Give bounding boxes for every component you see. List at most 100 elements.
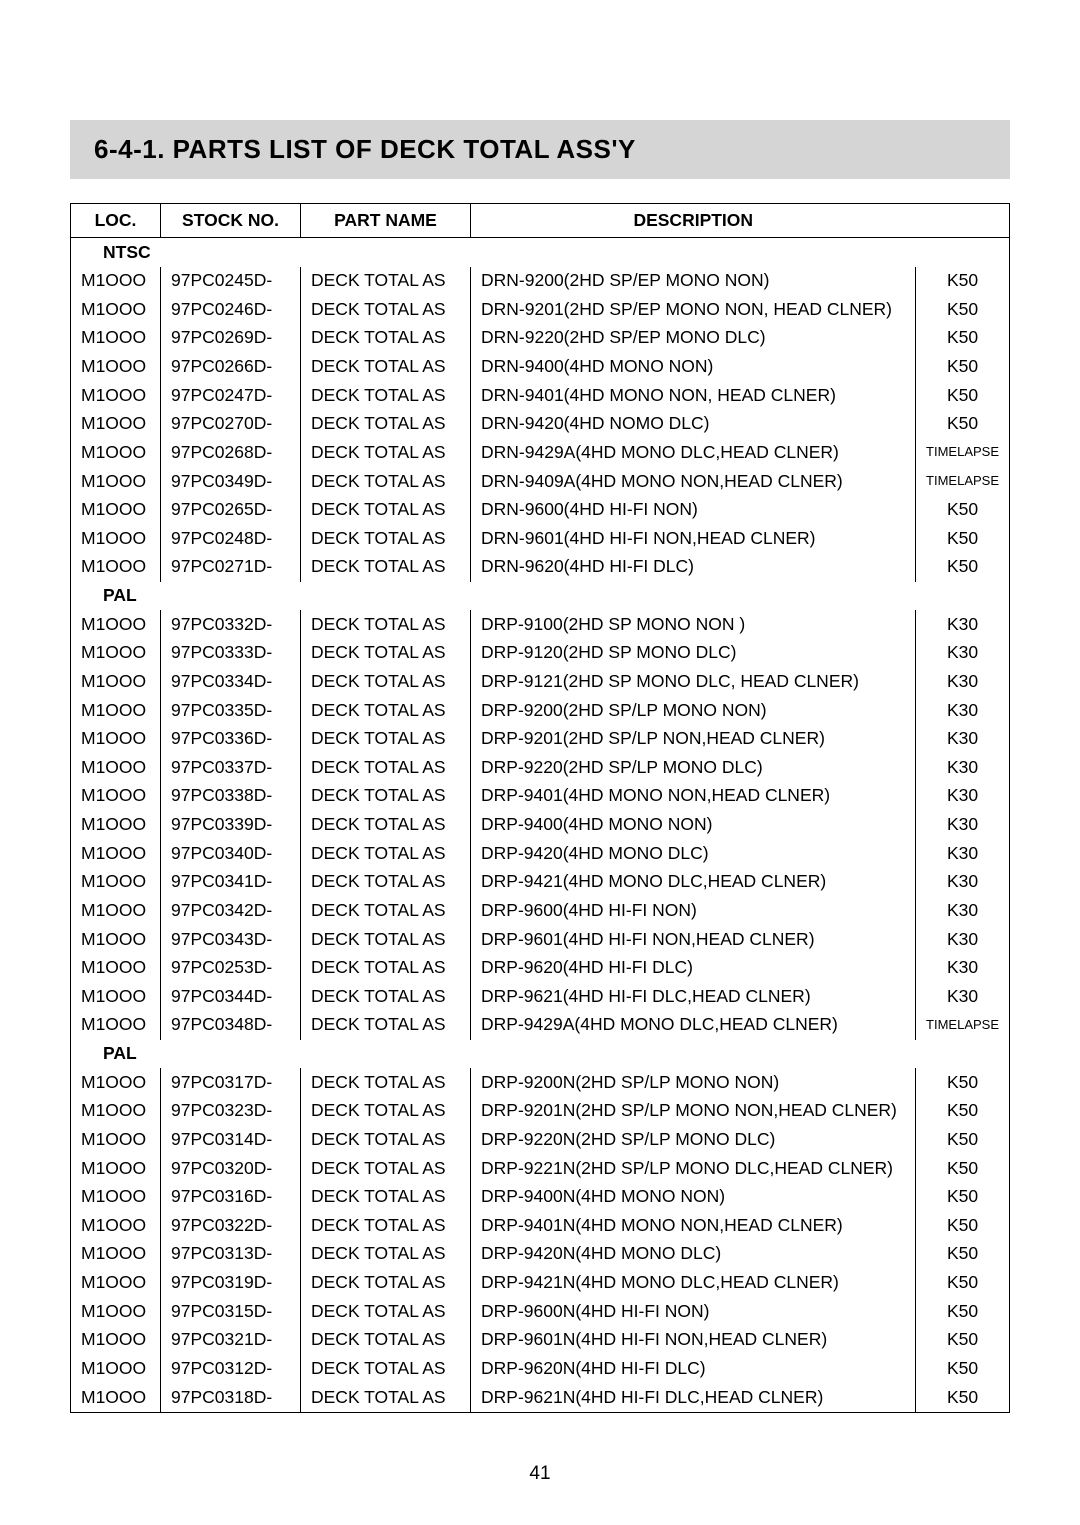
cell-code: K30: [916, 839, 1010, 868]
cell-code: TIMELAPSE: [916, 1011, 1010, 1040]
table-row: M1OOO97PC0339D-DECK TOTAL ASDRP-9400(4HD…: [71, 811, 1010, 840]
cell-part: DECK TOTAL AS: [301, 410, 471, 439]
cell-stock: 97PC0338D-: [161, 782, 301, 811]
cell-part: DECK TOTAL AS: [301, 868, 471, 897]
cell-loc: M1OOO: [71, 1125, 161, 1154]
cell-desc: DRP-9200(2HD SP/LP MONO NON): [471, 696, 916, 725]
cell-loc: M1OOO: [71, 1240, 161, 1269]
cell-code: K30: [916, 696, 1010, 725]
cell-stock: 97PC0323D-: [161, 1097, 301, 1126]
cell-part: DECK TOTAL AS: [301, 1211, 471, 1240]
table-row: M1OOO97PC0247D-DECK TOTAL ASDRN-9401(4HD…: [71, 381, 1010, 410]
cell-loc: M1OOO: [71, 1269, 161, 1298]
cell-desc: DRP-9401(4HD MONO NON,HEAD CLNER): [471, 782, 916, 811]
cell-stock: 97PC0271D-: [161, 553, 301, 582]
cell-desc: DRN-9420(4HD NOMO DLC): [471, 410, 916, 439]
cell-stock: 97PC0343D-: [161, 925, 301, 954]
cell-loc: M1OOO: [71, 381, 161, 410]
table-row: M1OOO97PC0323D-DECK TOTAL ASDRP-9201N(2H…: [71, 1097, 1010, 1126]
cell-code: K50: [916, 1383, 1010, 1412]
cell-code: K50: [916, 353, 1010, 382]
cell-desc: DRP-9401N(4HD MONO NON,HEAD CLNER): [471, 1211, 916, 1240]
cell-desc: DRN-9620(4HD HI-FI DLC): [471, 553, 916, 582]
cell-part: DECK TOTAL AS: [301, 324, 471, 353]
table-row: M1OOO97PC0245D-DECK TOTAL ASDRN-9200(2HD…: [71, 267, 1010, 296]
cell-desc: DRP-9120(2HD SP MONO DLC): [471, 639, 916, 668]
cell-code: K50: [916, 1183, 1010, 1212]
cell-desc: DRP-9620N(4HD HI-FI DLC): [471, 1354, 916, 1383]
title-banner: 6-4-1. PARTS LIST OF DECK TOTAL ASS'Y: [70, 120, 1010, 179]
cell-loc: M1OOO: [71, 1354, 161, 1383]
cell-part: DECK TOTAL AS: [301, 1354, 471, 1383]
cell-stock: 97PC0332D-: [161, 610, 301, 639]
cell-loc: M1OOO: [71, 267, 161, 296]
cell-stock: 97PC0313D-: [161, 1240, 301, 1269]
cell-part: DECK TOTAL AS: [301, 839, 471, 868]
cell-code: K50: [916, 295, 1010, 324]
table-row: M1OOO97PC0271D-DECK TOTAL ASDRN-9620(4HD…: [71, 553, 1010, 582]
cell-stock: 97PC0342D-: [161, 896, 301, 925]
cell-code: K30: [916, 667, 1010, 696]
cell-stock: 97PC0337D-: [161, 753, 301, 782]
cell-desc: DRP-9421N(4HD MONO DLC,HEAD CLNER): [471, 1269, 916, 1298]
cell-desc: DRP-9200N(2HD SP/LP MONO NON): [471, 1068, 916, 1097]
cell-desc: DRP-9220(2HD SP/LP MONO DLC): [471, 753, 916, 782]
cell-loc: M1OOO: [71, 1068, 161, 1097]
table-body: NTSCM1OOO97PC0245D-DECK TOTAL ASDRN-9200…: [71, 238, 1010, 1413]
cell-loc: M1OOO: [71, 954, 161, 983]
cell-loc: M1OOO: [71, 1383, 161, 1412]
cell-stock: 97PC0339D-: [161, 811, 301, 840]
table-header-row: LOC. STOCK NO. PART NAME DESCRIPTION: [71, 204, 1010, 238]
cell-stock: 97PC0312D-: [161, 1354, 301, 1383]
cell-desc: DRP-9429A(4HD MONO DLC,HEAD CLNER): [471, 1011, 916, 1040]
cell-stock: 97PC0316D-: [161, 1183, 301, 1212]
cell-code: K50: [916, 267, 1010, 296]
header-part: PART NAME: [301, 204, 471, 238]
table-row: M1OOO97PC0343D-DECK TOTAL ASDRP-9601(4HD…: [71, 925, 1010, 954]
cell-part: DECK TOTAL AS: [301, 267, 471, 296]
cell-code: TIMELAPSE: [916, 438, 1010, 467]
table-row: M1OOO97PC0322D-DECK TOTAL ASDRP-9401N(4H…: [71, 1211, 1010, 1240]
cell-stock: 97PC0247D-: [161, 381, 301, 410]
header-desc: DESCRIPTION: [471, 204, 916, 238]
cell-loc: M1OOO: [71, 696, 161, 725]
cell-code: K30: [916, 811, 1010, 840]
cell-stock: 97PC0348D-: [161, 1011, 301, 1040]
cell-desc: DRP-9620(4HD HI-FI DLC): [471, 954, 916, 983]
table-row: M1OOO97PC0317D-DECK TOTAL ASDRP-9200N(2H…: [71, 1068, 1010, 1097]
cell-desc: DRN-9601(4HD HI-FI NON,HEAD CLNER): [471, 524, 916, 553]
cell-part: DECK TOTAL AS: [301, 725, 471, 754]
cell-part: DECK TOTAL AS: [301, 782, 471, 811]
cell-code: K50: [916, 1211, 1010, 1240]
cell-part: DECK TOTAL AS: [301, 438, 471, 467]
cell-desc: DRP-9400(4HD MONO NON): [471, 811, 916, 840]
header-code-blank: [916, 204, 1010, 238]
cell-code: K50: [916, 1297, 1010, 1326]
cell-stock: 97PC0268D-: [161, 438, 301, 467]
cell-part: DECK TOTAL AS: [301, 1297, 471, 1326]
cell-loc: M1OOO: [71, 896, 161, 925]
cell-loc: M1OOO: [71, 295, 161, 324]
table-row: M1OOO97PC0314D-DECK TOTAL ASDRP-9220N(2H…: [71, 1125, 1010, 1154]
cell-loc: M1OOO: [71, 438, 161, 467]
cell-loc: M1OOO: [71, 839, 161, 868]
table-row: M1OOO97PC0248D-DECK TOTAL ASDRN-9601(4HD…: [71, 524, 1010, 553]
cell-part: DECK TOTAL AS: [301, 1269, 471, 1298]
table-row: M1OOO97PC0246D-DECK TOTAL ASDRN-9201(2HD…: [71, 295, 1010, 324]
cell-code: K50: [916, 553, 1010, 582]
cell-desc: DRP-9220N(2HD SP/LP MONO DLC): [471, 1125, 916, 1154]
cell-part: DECK TOTAL AS: [301, 610, 471, 639]
cell-code: K50: [916, 1097, 1010, 1126]
cell-desc: DRN-9200(2HD SP/EP MONO NON): [471, 267, 916, 296]
table-row: M1OOO97PC0315D-DECK TOTAL ASDRP-9600N(4H…: [71, 1297, 1010, 1326]
cell-stock: 97PC0321D-: [161, 1326, 301, 1355]
cell-loc: M1OOO: [71, 639, 161, 668]
section-row: PAL: [71, 1040, 1010, 1069]
table-row: M1OOO97PC0332D-DECK TOTAL ASDRP-9100(2HD…: [71, 610, 1010, 639]
cell-desc: DRN-9220(2HD SP/EP MONO DLC): [471, 324, 916, 353]
page-number: 41: [70, 1463, 1010, 1485]
table-row: M1OOO97PC0312D-DECK TOTAL ASDRP-9620N(4H…: [71, 1354, 1010, 1383]
cell-part: DECK TOTAL AS: [301, 1068, 471, 1097]
cell-loc: M1OOO: [71, 725, 161, 754]
table-row: M1OOO97PC0348D-DECK TOTAL ASDRP-9429A(4H…: [71, 1011, 1010, 1040]
